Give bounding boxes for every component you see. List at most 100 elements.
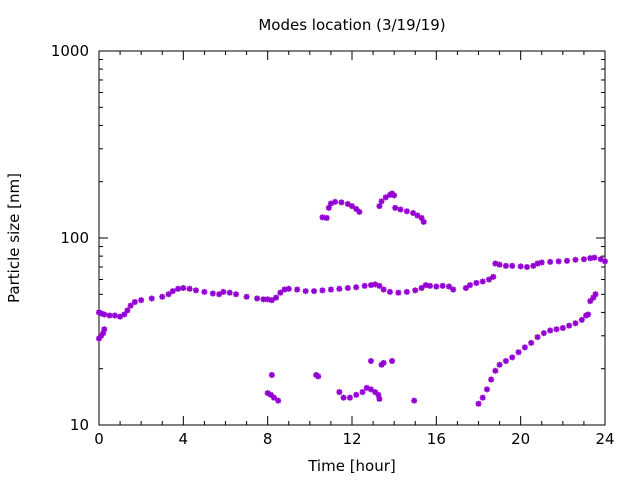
data-point <box>361 282 368 289</box>
y-tick-label: 100 <box>60 229 89 247</box>
data-point <box>180 285 187 292</box>
data-point <box>590 294 597 301</box>
data-point <box>420 218 427 225</box>
data-point <box>121 311 128 318</box>
data-point <box>427 282 434 289</box>
data-point <box>201 288 208 295</box>
data-point <box>319 214 326 221</box>
data-point <box>433 283 440 290</box>
data-point <box>486 276 493 283</box>
plot-frame <box>98 50 606 426</box>
data-point <box>547 327 554 334</box>
data-point <box>356 208 363 215</box>
data-point <box>445 283 452 290</box>
data-point <box>376 282 383 289</box>
data-point <box>169 288 176 295</box>
data-point <box>127 302 134 309</box>
data-point <box>450 286 457 293</box>
y-axis-label: Particle size [nm] <box>5 173 23 303</box>
data-point <box>226 289 233 296</box>
data-point <box>528 339 535 346</box>
data-point <box>462 285 469 292</box>
data-point <box>353 284 360 291</box>
data-point <box>260 296 267 303</box>
data-point <box>100 330 107 337</box>
data-point <box>483 386 490 393</box>
data-point <box>502 262 509 269</box>
data-point <box>323 214 330 221</box>
data-point <box>281 286 288 293</box>
data-point <box>273 294 280 301</box>
x-tick-label: 20 <box>511 430 530 448</box>
data-point <box>517 263 524 270</box>
data-point <box>165 291 172 298</box>
data-point <box>509 262 516 269</box>
data-point <box>380 359 387 366</box>
axis-tick-labels: 0 4 8 12 16 20 24 10 100 1000 <box>51 42 615 448</box>
data-point <box>148 295 155 302</box>
data-point <box>131 298 138 305</box>
data-point <box>492 367 499 374</box>
x-tick-label: 8 <box>263 430 273 448</box>
data-point <box>591 254 598 261</box>
data-point <box>268 372 275 379</box>
data-point <box>597 256 604 263</box>
data-point <box>111 312 118 319</box>
data-point <box>403 288 410 295</box>
data-point <box>192 287 199 294</box>
data-point <box>395 289 402 296</box>
data-point <box>216 291 223 298</box>
data-point <box>254 295 261 302</box>
data-point <box>534 260 541 267</box>
data-point <box>277 289 284 296</box>
data-point <box>587 298 594 305</box>
data-point <box>367 282 374 289</box>
data-point <box>578 316 585 323</box>
data-point <box>386 288 393 295</box>
data-point <box>587 255 594 262</box>
data-point <box>391 192 398 199</box>
data-point <box>572 320 579 327</box>
data-point <box>98 310 105 317</box>
data-point <box>336 285 343 292</box>
data-point <box>367 386 374 393</box>
axis-ticks <box>98 50 606 426</box>
data-point <box>327 286 334 293</box>
data-point <box>294 286 301 293</box>
data-point <box>243 293 250 300</box>
data-point <box>311 288 318 295</box>
data-point <box>502 357 509 364</box>
data-point <box>530 262 537 269</box>
data-point <box>509 354 516 361</box>
data-point <box>353 205 360 212</box>
data-point <box>488 376 495 383</box>
x-axis-label: Time [hour] <box>307 457 396 475</box>
data-point <box>186 285 193 292</box>
data-point <box>422 282 429 289</box>
data-point <box>344 285 351 292</box>
x-tick-label: 12 <box>342 430 361 448</box>
data-point <box>496 261 503 268</box>
data-point <box>540 330 547 337</box>
chart-title: Modes location (3/19/19) <box>258 16 445 34</box>
data-point <box>270 394 277 401</box>
data-point <box>397 206 404 213</box>
data-point <box>547 258 554 265</box>
data-point <box>467 282 474 289</box>
data-point <box>96 335 102 342</box>
data-point <box>572 256 579 263</box>
data-point <box>332 198 339 205</box>
data-point <box>124 307 131 314</box>
data-point <box>372 281 379 288</box>
data-point <box>376 203 383 210</box>
data-point <box>336 389 343 396</box>
data-point <box>98 332 105 339</box>
data-point <box>233 291 240 298</box>
data-point <box>378 198 385 205</box>
data-point <box>389 357 396 364</box>
data-point <box>138 297 145 304</box>
data-point <box>338 199 345 206</box>
data-point <box>475 400 482 407</box>
data-point <box>302 288 309 295</box>
